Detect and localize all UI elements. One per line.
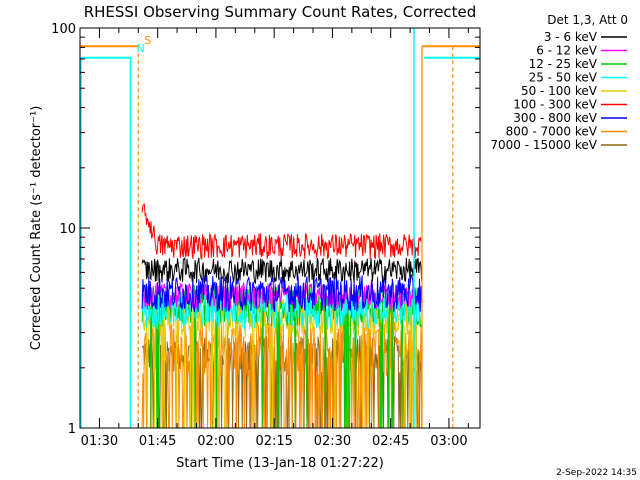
series-line-2 <box>141 281 423 310</box>
chart-title: RHESSI Observing Summary Count Rates, Co… <box>84 3 477 21</box>
y-axis-label: Corrected Count Rate (s⁻¹ detector⁻¹) <box>29 106 44 351</box>
series-line-6 <box>141 203 422 260</box>
series-line-4 <box>141 288 423 330</box>
legend-label-7: 300 - 800 keV <box>513 111 597 125</box>
legend-label-9: 7000 - 15000 keV <box>490 138 597 152</box>
legend-label-2: 6 - 12 keV <box>536 44 598 58</box>
axes-layer: 01:30 01:45 02:00 02:15 02:30 02:45 03:00 1 10 10… <box>51 22 480 449</box>
x-tick-label: 01:30 <box>81 434 118 449</box>
legend-label-1: 3 - 6 keV <box>544 30 598 44</box>
x-tick-label: 02:45 <box>372 434 409 449</box>
series-line-1 <box>141 256 423 285</box>
x-tick-label: 02:00 <box>197 434 234 449</box>
x-tick-label: 02:30 <box>314 434 351 449</box>
x-tick-label: 03:00 <box>430 434 467 449</box>
legend-label-6: 100 - 300 keV <box>513 98 597 112</box>
legend-label-4: 25 - 50 keV <box>529 71 598 85</box>
timestamp: 2-Sep-2022 14:35 <box>556 468 637 478</box>
legend-label-8: 800 - 7000 keV <box>506 125 598 139</box>
legend-header: Det 1,3, Att 0 <box>547 13 628 27</box>
x-tick-label: 01:45 <box>139 434 176 449</box>
marker-label-s: S <box>144 34 151 47</box>
data-layer: SN <box>80 28 480 429</box>
series-line-8 <box>141 320 423 429</box>
y-tick-label: 1 <box>68 422 76 437</box>
series-line-7 <box>141 273 423 313</box>
y-tick-label: 10 <box>59 222 76 237</box>
y-tick-label: 100 <box>51 22 76 37</box>
x-axis-label: Start Time (13-Jan-18 01:27:22) <box>176 456 384 471</box>
marker-label-n: N <box>136 42 144 55</box>
x-tick-label: 02:15 <box>255 434 292 449</box>
legend-label-5: 50 - 100 keV <box>521 84 598 98</box>
legend-label-3: 12 - 25 keV <box>529 57 598 71</box>
